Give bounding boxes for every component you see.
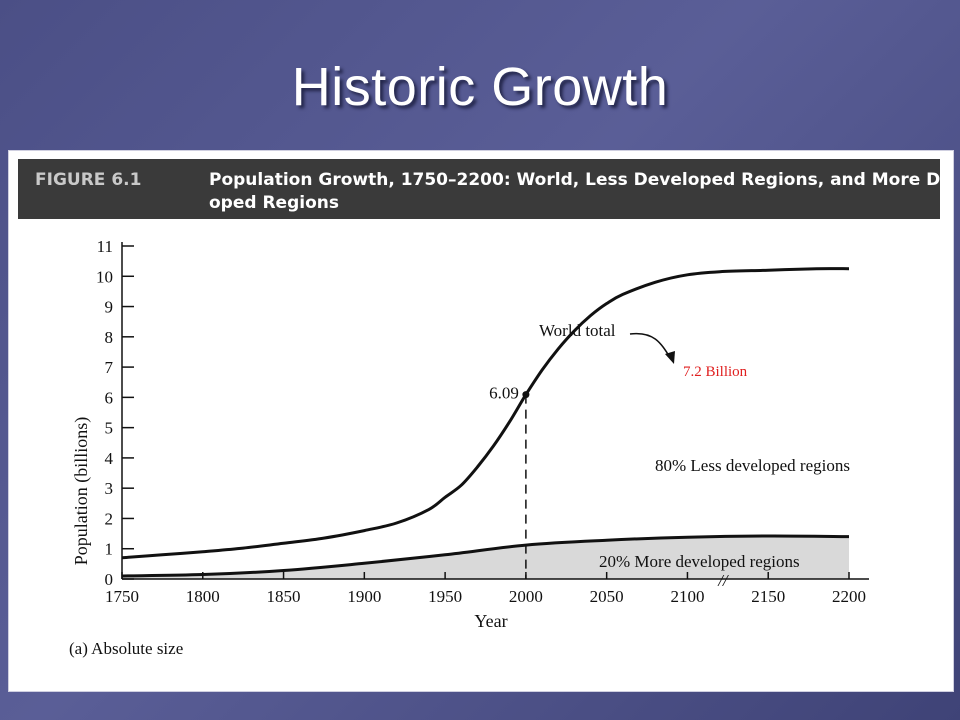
- y-tick-label: 9: [105, 298, 114, 317]
- population-chart: FIGURE 6.1 Population Growth, 1750–2200:…: [18, 159, 953, 658]
- x-tick-label: 2150: [751, 587, 785, 606]
- y-tick-label: 4: [105, 449, 114, 468]
- series-line-world-total: [121, 267, 850, 560]
- world-total-leader: [629, 332, 672, 360]
- y-tick-label: 1: [105, 540, 114, 559]
- y-tick-label: 8: [105, 328, 114, 347]
- figure-title-line2: oped Regions: [209, 193, 339, 213]
- plot-layer: 0 1 2 3 4 5 6 7 8 9 10 11 1750 1800 1850 1900 1950 2000 20…: [96, 237, 869, 606]
- figure-title-line1: Population Growth, 1750–2200: World, Les…: [209, 170, 953, 190]
- series-line-more-developed: [121, 534, 850, 578]
- more-developed-label: 20% More developed regions: [599, 552, 800, 571]
- x-tick-label: 1900: [347, 587, 381, 606]
- x-tick-label: 2100: [670, 587, 704, 606]
- x-tick-label: 2050: [590, 587, 624, 606]
- y-tick-label: 7: [105, 358, 114, 377]
- slide-title: Historic Growth: [291, 57, 669, 117]
- world-total-label: World total: [539, 321, 616, 340]
- less-developed-label: 80% Less developed regions: [655, 456, 850, 475]
- y-tick-label: 10: [96, 267, 113, 286]
- y-axis-title: Population (billions): [71, 417, 92, 566]
- world-total-arrowhead: [665, 351, 675, 364]
- y-tick-label: 11: [97, 237, 113, 256]
- figure-caption: (a) Absolute size: [69, 639, 183, 658]
- x-axis-title: Year: [474, 611, 507, 631]
- x-tick-label: 1950: [428, 587, 462, 606]
- y-tick-label: 3: [105, 479, 114, 498]
- x-tick-label: 1800: [186, 587, 220, 606]
- point-2000-label: 6.09: [489, 384, 519, 403]
- y-tick-label: 5: [105, 419, 114, 438]
- point-2000: [522, 391, 530, 399]
- y-tick-label: 2: [105, 509, 114, 528]
- figure-banner: [18, 159, 940, 219]
- more-developed-area: [122, 535, 849, 579]
- y-tick-label: 6: [105, 388, 114, 407]
- x-tick-label: 2000: [509, 587, 543, 606]
- x-tick-label: 1850: [267, 587, 301, 606]
- figure-label: FIGURE 6.1: [35, 170, 141, 190]
- figure-panel: FIGURE 6.1 Population Growth, 1750–2200:…: [8, 150, 954, 692]
- axis-break-marker: //: [717, 571, 730, 590]
- x-tick-label: 2200: [832, 587, 866, 606]
- y-tick-label: 0: [105, 570, 114, 589]
- current-population-label: 7.2 Billion: [683, 364, 748, 380]
- x-tick-label: 1750: [105, 587, 139, 606]
